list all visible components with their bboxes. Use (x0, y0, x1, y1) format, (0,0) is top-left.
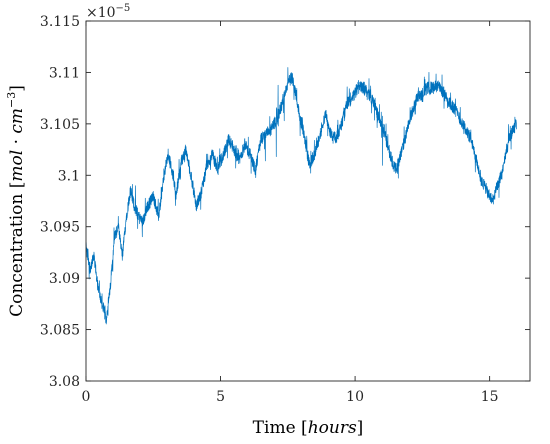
x-tick-label: 15 (481, 389, 499, 405)
y-tick-label: 3.11 (49, 65, 80, 81)
y-tick-label: 3.09 (49, 271, 80, 287)
plot-area-frame (85, 20, 531, 382)
y-tick-label: 3.08 (49, 374, 80, 390)
y-tick-label: 3.105 (40, 117, 80, 133)
y-label-exp: −3 (5, 92, 18, 108)
y-label-text: Concentration (7, 188, 27, 317)
y-multiplier-exp: −5 (116, 3, 131, 14)
y-tick-label: 3.1 (58, 168, 80, 184)
x-tick-label: 0 (82, 389, 91, 405)
x-label-text: Time (253, 418, 301, 438)
x-axis-label: Time [hours] (253, 418, 364, 438)
x-tick-label: 5 (216, 389, 225, 405)
x-tick-label: 10 (346, 389, 364, 405)
y-axis-multiplier: ×10−5 (86, 3, 130, 21)
y-label-unit-a: mol (7, 150, 27, 182)
y-tick-label: 3.115 (40, 14, 80, 30)
x-label-open: [ (301, 418, 308, 438)
x-label-unit: hours (308, 418, 357, 438)
y-label-close: ] (7, 85, 27, 92)
y-multiplier-base: ×10 (86, 5, 116, 21)
x-label-close: ] (357, 418, 364, 438)
y-tick-label: 3.085 (40, 323, 80, 339)
y-tick-label: 3.095 (40, 220, 80, 236)
ticks-layer: 0 5 10 15 3.08 3.085 3.09 3.095 3.1 3.105 3.11 3.11… (40, 14, 530, 405)
y-axis-label: Concentration [mol · cm−3] (5, 85, 27, 317)
y-label-open: [ (7, 182, 27, 189)
y-label-dot: · (7, 134, 27, 150)
series-layer (85, 67, 517, 325)
y-label-unit-b: cm (7, 108, 27, 134)
concentration-series-line (85, 67, 517, 325)
